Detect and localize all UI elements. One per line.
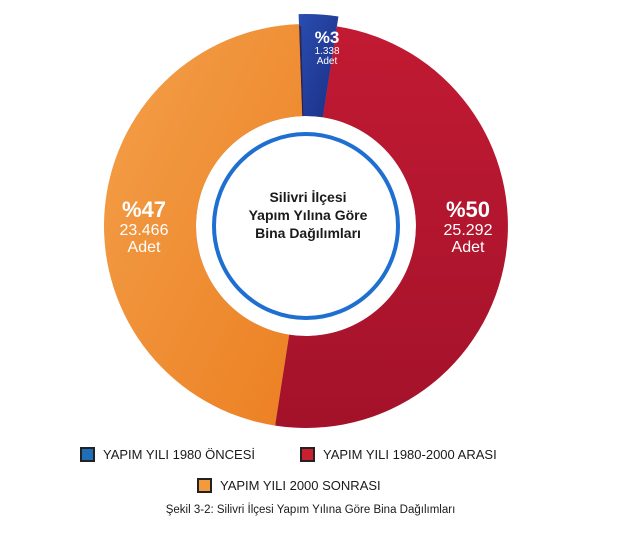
donut-chart	[104, 13, 508, 428]
slice-2000-sonrasi-arc	[104, 24, 303, 426]
legend-label: YAPIM YILI 1980 ÖNCESİ	[103, 447, 255, 462]
legend-item-2000-sonrasi: YAPIM YILI 2000 SONRASI	[197, 478, 381, 493]
slice-percent: %47	[121, 197, 167, 222]
legend-swatch	[80, 447, 95, 462]
legend-swatch	[300, 447, 315, 462]
slice-1980-oncesi-arc	[298, 13, 339, 118]
slice-percent: %3	[314, 28, 340, 47]
chart-center-title: Silivri İlçesi Yapım Yılına Göre Bina Da…	[210, 188, 406, 242]
center-disc	[198, 118, 414, 334]
figure-caption: Şekil 3-2: Silivri İlçesi Yapım Yılına G…	[165, 504, 456, 516]
slice-percent: %50	[445, 197, 491, 222]
slice-count: 25.292	[443, 222, 493, 239]
legend-item-1980-oncesi: YAPIM YILI 1980 ÖNCESİ	[80, 447, 255, 462]
legend-swatch	[197, 478, 212, 493]
slice-count: 23.466	[119, 222, 169, 239]
slice-2000-sonrasi	[104, 24, 304, 426]
slice-1980-2000-arasi	[273, 26, 508, 428]
slice-1980-2000-arasi-arc	[275, 26, 508, 428]
slice-1980-oncesi	[298, 13, 339, 118]
center-title-line: Bina Dağılımları	[255, 225, 361, 241]
legend-item-1980-2000-arasi: YAPIM YILI 1980-2000 ARASI	[300, 447, 497, 462]
slice-unit: Adet	[127, 239, 161, 256]
slice-count: 1.338	[314, 46, 340, 57]
legend-label: YAPIM YILI 2000 SONRASI	[220, 478, 381, 493]
slice-label-1980-oncesi: %3 1.338 Adet	[304, 28, 350, 67]
center-ring	[212, 132, 400, 320]
slice-label-2000-sonrasi: %47 23.466 Adet	[96, 197, 192, 257]
center-title-line: Silivri İlçesi	[269, 189, 347, 205]
slice-label-1980-2000-arasi: %50 25.292 Adet	[420, 197, 516, 257]
center-title-line: Yapım Yılına Göre	[248, 207, 368, 223]
legend-label: YAPIM YILI 1980-2000 ARASI	[323, 447, 497, 462]
slice-unit: Adet	[316, 56, 338, 67]
slice-unit: Adet	[451, 239, 485, 256]
